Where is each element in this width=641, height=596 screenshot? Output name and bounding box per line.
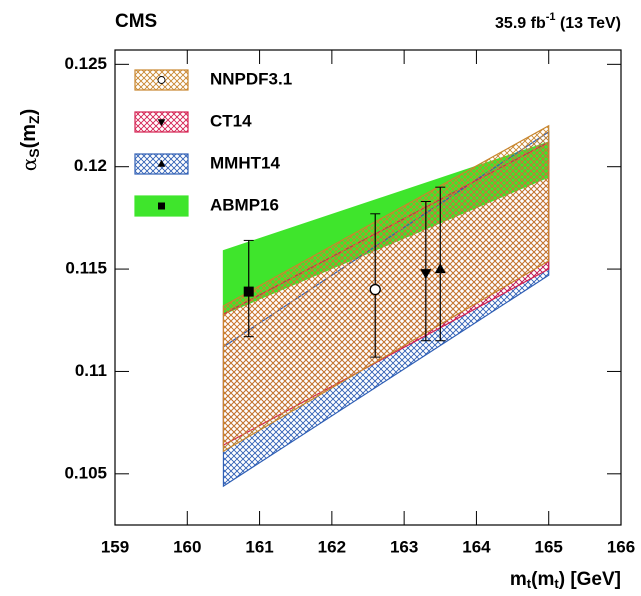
marker — [157, 76, 166, 84]
frame — [114, 49, 622, 526]
y-label-sub: Z — [26, 115, 42, 124]
marker — [157, 119, 166, 127]
x-label-sub: t — [554, 576, 559, 591]
y-axis-title: αS(mZ) — [17, 109, 42, 172]
marker — [434, 263, 446, 274]
y-label-symbol: α — [17, 158, 41, 172]
legend-label: ABMP16 — [210, 195, 279, 214]
x-tick-label: 166 — [607, 537, 635, 556]
y-tick-label: 0.125 — [64, 54, 107, 73]
x-tick-label: 160 — [173, 537, 201, 556]
y-tick-label: 0.12 — [74, 156, 107, 175]
lumi-sup: -1 — [546, 11, 556, 23]
marker — [157, 159, 166, 167]
x-tick-label: 161 — [245, 537, 273, 556]
x-tick-label: 159 — [101, 537, 129, 556]
plot-area — [222, 124, 550, 488]
marker — [243, 286, 254, 297]
x-tick-label: 163 — [390, 537, 418, 556]
lumi-energy: (13 TeV) — [556, 15, 622, 32]
x-tick-label: 165 — [535, 537, 563, 556]
lumi-value: 35.9 fb — [495, 15, 546, 32]
marker — [158, 202, 165, 210]
x-label-sub: t — [527, 576, 532, 591]
chart-title: CMS — [115, 11, 157, 32]
band — [222, 124, 550, 453]
legend-label: MMHT14 — [210, 153, 280, 172]
y-label-sub: S — [26, 148, 42, 157]
x-label-mid: (m — [531, 569, 554, 590]
y-tick-label: 0.105 — [64, 463, 107, 482]
y-label-end: ) — [18, 109, 40, 116]
y-label-mid: (m — [18, 124, 40, 148]
x-axis-title: mt(mt) [GeV] — [510, 569, 621, 591]
x-tick-label: 164 — [462, 537, 491, 556]
luminosity: 35.9 fb-1 (13 TeV) — [495, 11, 621, 32]
marker — [369, 283, 381, 296]
y-tick-label: 0.11 — [75, 361, 107, 380]
x-tick-label: 162 — [318, 537, 346, 556]
legend-label: NNPDF3.1 — [210, 69, 292, 88]
y-tick-label: 0.115 — [65, 259, 107, 278]
marker — [420, 269, 432, 280]
legend-label: CT14 — [210, 111, 252, 130]
x-label-symbol: m — [510, 569, 527, 590]
x-label-end: ) [GeV] — [559, 569, 621, 590]
